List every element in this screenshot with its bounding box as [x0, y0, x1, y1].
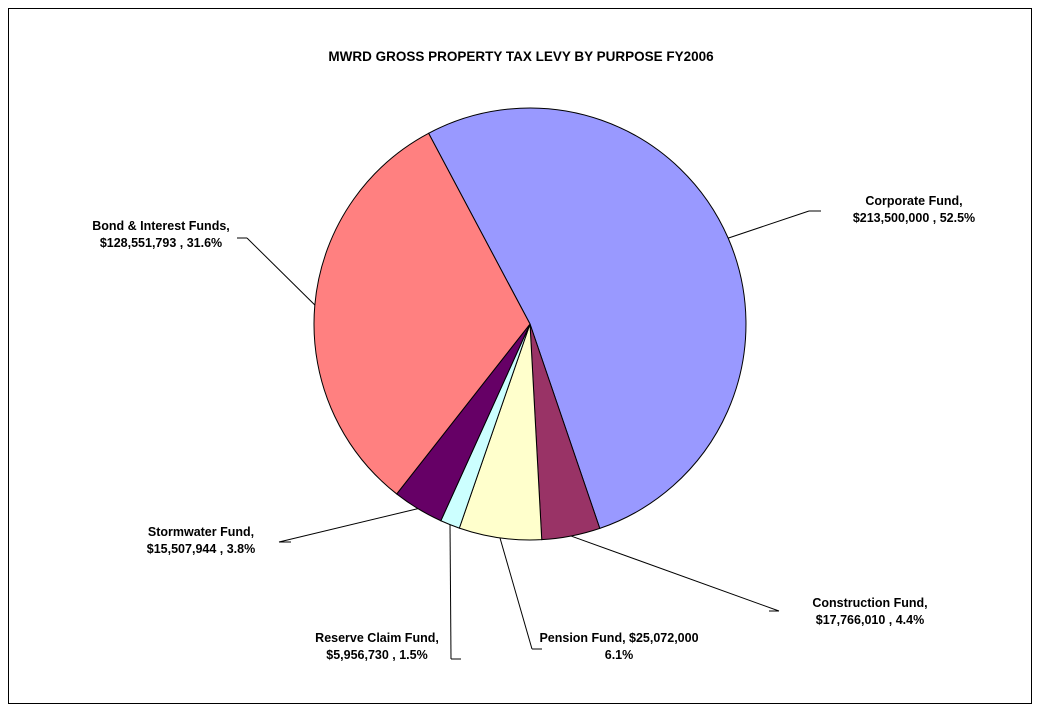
leader-line-bond-and-interest-funds [246, 237, 316, 306]
data-label-reserve-claim-fund: Reserve Claim Fund, $5,956,730 , 1.5% [315, 631, 439, 662]
pie-chart: Corporate Fund, $213,500,000 , 52.5% Const… [92, 107, 975, 662]
chart-title: MWRD GROSS PROPERTY TAX LEVY BY PURPOSE … [328, 49, 714, 64]
leader-line-reserve-claim-fund [449, 524, 452, 660]
data-label-corporate-fund: Corporate Fund, $213,500,000 , 52.5% [853, 194, 975, 225]
data-label-pension-fund: Pension Fund, $25,072,000 6.1% [539, 631, 698, 662]
pie-slice-corporate-fund [427, 107, 747, 530]
leader-line-stormwater-fund [278, 508, 419, 543]
leader-line-pension-fund [499, 537, 533, 650]
leader-line-construction-fund [570, 535, 780, 612]
leader-line-corporate-fund [728, 210, 810, 239]
chart-area: MWRD GROSS PROPERTY TAX LEVY BY PURPOSE … [8, 8, 1032, 704]
data-label-stormwater-fund: Stormwater Fund, $15,507,944 , 3.8% [147, 525, 255, 556]
data-label-construction-fund: Construction Fund, $17,766,010 , 4.4% [812, 596, 927, 627]
data-label-bond-and-interest-funds: Bond & Interest Funds, $128,551,793 , 31.… [92, 219, 230, 250]
